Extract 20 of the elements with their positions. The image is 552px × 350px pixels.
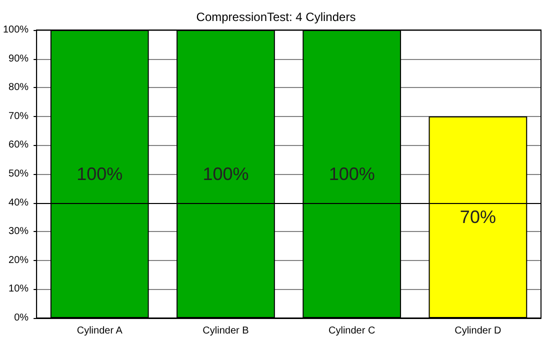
- y-tick-label: 100%: [3, 24, 29, 36]
- y-tick-label: 20%: [8, 254, 29, 266]
- y-tick-label: 80%: [8, 82, 29, 94]
- y-tick-label: 0%: [14, 312, 29, 324]
- y-tick-label: 60%: [8, 140, 29, 151]
- x-tick-label: Cylinder D: [454, 326, 502, 336]
- data-label: 100%: [202, 164, 249, 184]
- y-tick-label: 10%: [8, 284, 29, 295]
- y-tick-label: 30%: [8, 226, 29, 238]
- y-tick-label: 70%: [8, 110, 29, 122]
- y-tick-label: 90%: [8, 53, 29, 64]
- data-label: 70%: [460, 207, 496, 228]
- chart-title: CompressionTest: 4 Cylinders: [196, 10, 356, 24]
- x-tick-label: Cylinder C: [328, 326, 376, 336]
- x-tick-label: Cylinder A: [76, 326, 123, 336]
- x-tick-label: Cylinder B: [202, 326, 250, 336]
- data-label: 100%: [76, 164, 123, 184]
- y-tick-label: 50%: [8, 168, 29, 180]
- y-tick-label: 40%: [8, 197, 29, 208]
- data-label: 100%: [328, 164, 375, 184]
